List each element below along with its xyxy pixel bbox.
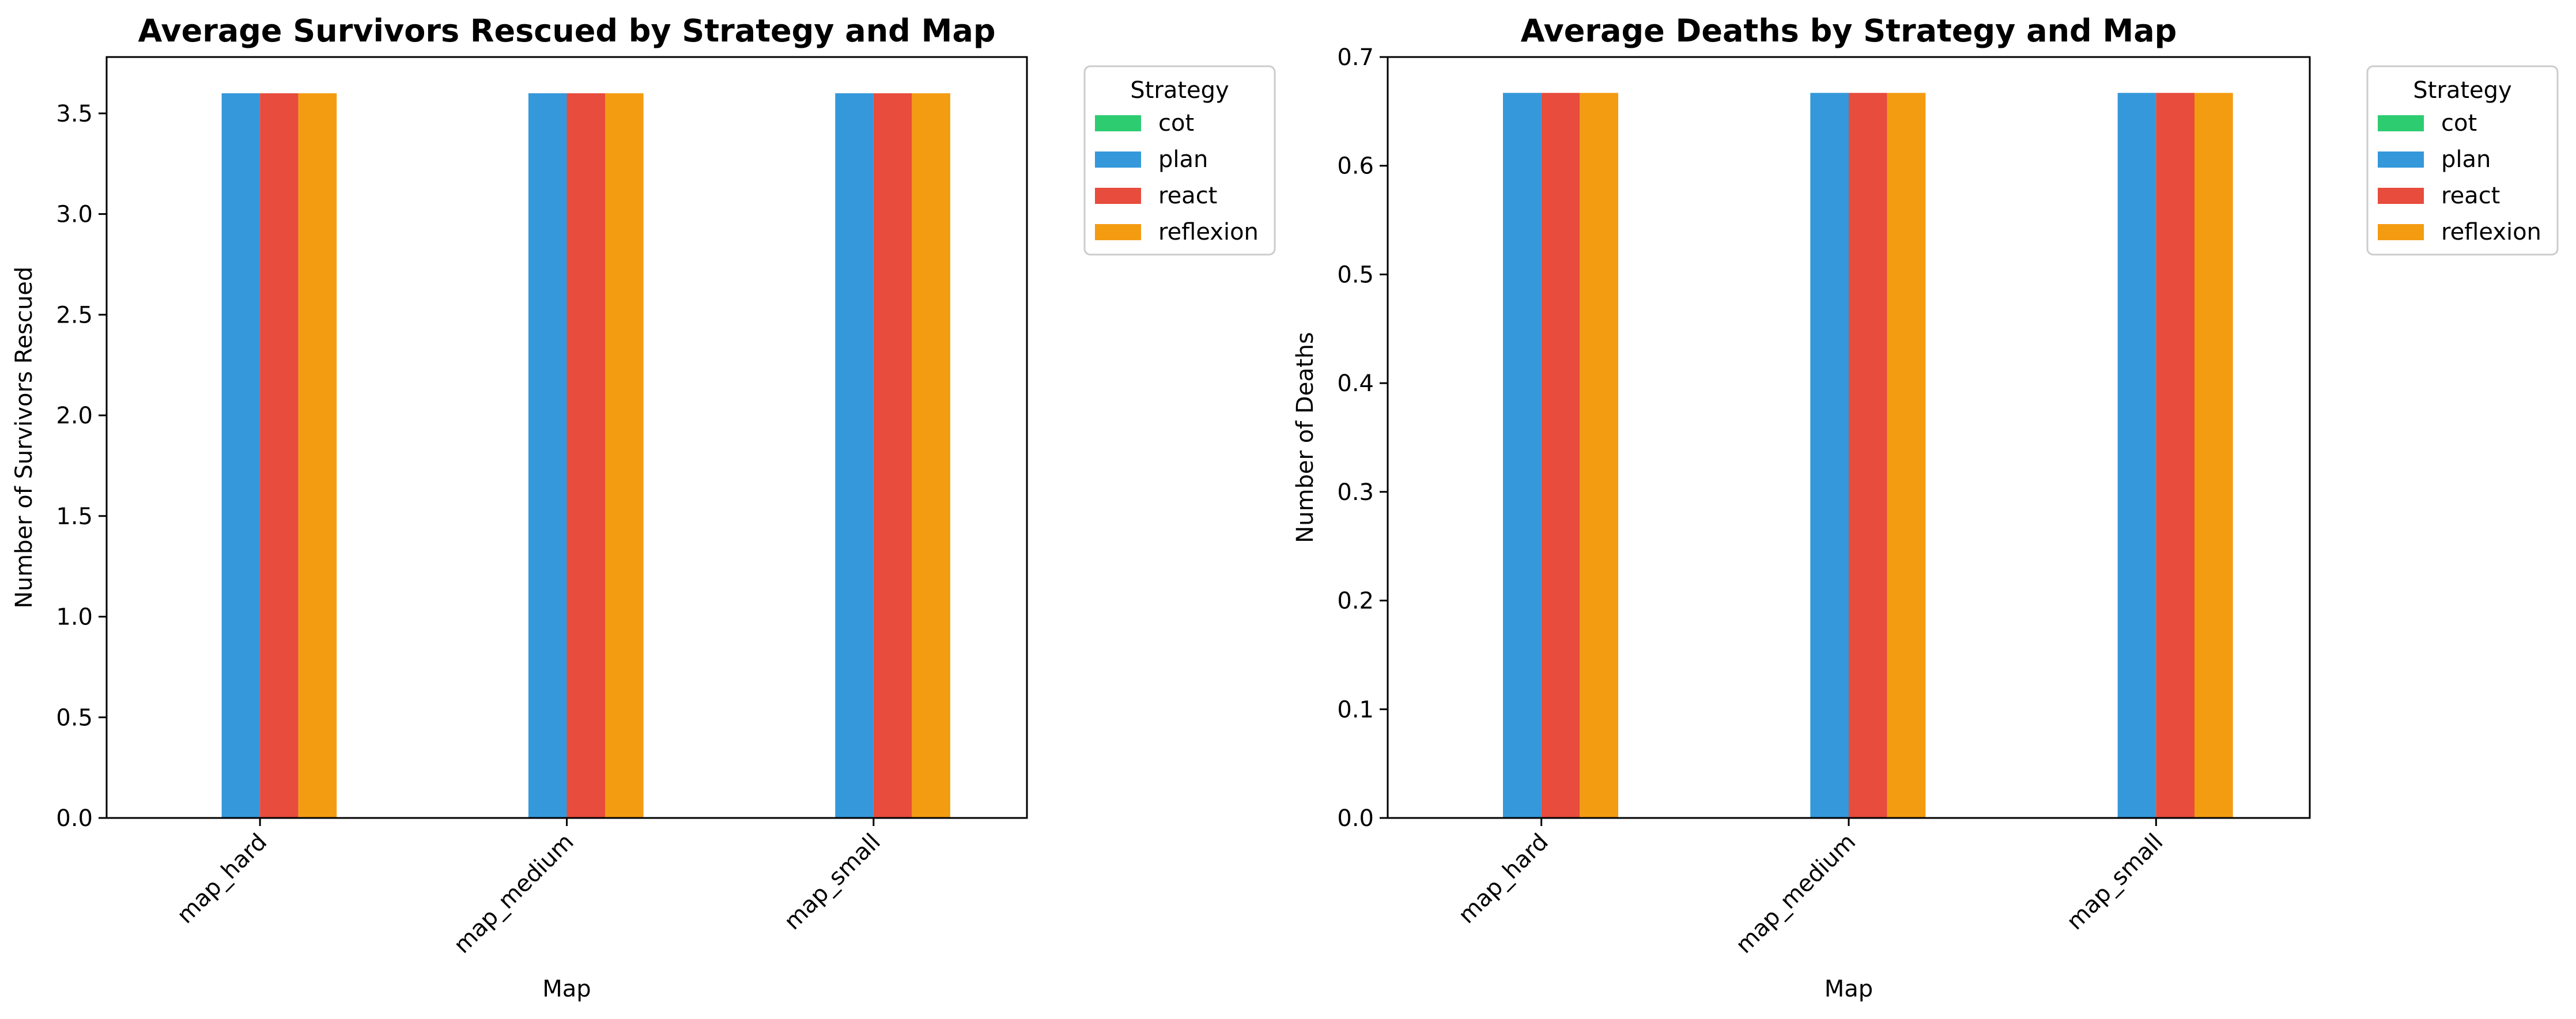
- legend-label-cot: cot: [2441, 110, 2477, 137]
- chart-1: Average Survivors Rescued by Strategy an…: [11, 13, 1276, 1002]
- bar-plan-map_hard: [221, 93, 260, 818]
- chart-title: Average Deaths by Strategy and Map: [1521, 13, 2177, 49]
- legend-box: [2366, 65, 2559, 256]
- chart-title: Average Survivors Rescued by Strategy an…: [138, 13, 996, 49]
- bar-plan-map_small: [2117, 93, 2156, 818]
- bar-react-map_hard: [1541, 93, 1580, 818]
- legend-swatch-plan: [2378, 151, 2424, 168]
- bar-plan-map_medium: [528, 93, 567, 818]
- legend-label-plan: plan: [2441, 146, 2491, 173]
- x-tick-label: map_small: [779, 829, 886, 935]
- legend-swatch-cot: [2378, 115, 2424, 131]
- legend-swatch-plan: [1095, 151, 1141, 168]
- bar-react-map_medium: [1849, 93, 1887, 818]
- legend-title: Strategy: [2413, 77, 2511, 104]
- x-axis-label: Map: [1825, 976, 1873, 1002]
- legend: Strategy cot plan react reflexion: [1083, 65, 1276, 256]
- x-tick-label: map_hard: [172, 829, 272, 929]
- bar-reflexion-map_small: [2194, 93, 2233, 818]
- y-tick-label: 3.0: [56, 202, 93, 228]
- y-tick-label: 1.0: [56, 604, 93, 631]
- y-tick-label: 0.1: [1337, 696, 1374, 723]
- y-tick-label: 2.5: [56, 302, 93, 328]
- y-tick-label: 1.5: [56, 503, 93, 530]
- y-tick-label: 0.0: [1337, 805, 1374, 832]
- bar-plan-map_hard: [1503, 93, 1542, 818]
- legend-swatch-react: [1095, 188, 1141, 204]
- legend-swatch-cot: [1095, 115, 1141, 131]
- legend-label-react: react: [2441, 183, 2500, 209]
- y-tick-label: 0.2: [1337, 588, 1374, 615]
- legend-title: Strategy: [1130, 77, 1229, 104]
- y-tick-label: 0.7: [1337, 44, 1374, 71]
- bar-react-map_small: [2156, 93, 2194, 818]
- y-axis-label: Number of Survivors Rescued: [11, 267, 37, 609]
- legend-swatch-react: [2378, 188, 2424, 204]
- bar-reflexion-map_medium: [1887, 93, 1926, 818]
- legend-label-plan: plan: [1158, 146, 1208, 173]
- bar-react-map_hard: [260, 93, 299, 818]
- x-tick-label: map_medium: [1731, 829, 1861, 959]
- y-tick-label: 0.0: [56, 805, 93, 832]
- legend-label-reflexion: reflexion: [2441, 219, 2541, 245]
- bar-plan-map_medium: [1810, 93, 1849, 818]
- y-tick-label: 0.5: [1337, 262, 1374, 288]
- legend-swatch-reflexion: [2378, 224, 2424, 240]
- chart-2: Average Deaths by Strategy and Map 0.0 0.1…: [1292, 13, 2559, 1002]
- x-tick-label: map_medium: [449, 829, 579, 959]
- x-axis-label: Map: [542, 976, 591, 1002]
- y-tick-label: 2.0: [56, 403, 93, 429]
- legend-label-react: react: [1158, 183, 1217, 209]
- legend-swatch-reflexion: [1095, 224, 1141, 240]
- y-tick-label: 0.3: [1337, 479, 1374, 506]
- bar-reflexion-map_medium: [605, 93, 644, 818]
- bar-react-map_small: [873, 93, 912, 818]
- y-tick-label: 0.6: [1337, 153, 1374, 180]
- bar-react-map_medium: [566, 93, 606, 818]
- bar-reflexion-map_small: [912, 93, 950, 818]
- x-tick-label: map_hard: [1453, 829, 1554, 929]
- legend-box: [1083, 65, 1276, 256]
- y-tick-label: 3.5: [56, 101, 93, 127]
- y-axis-label: Number of Deaths: [1292, 332, 1319, 543]
- y-tick-label: 0.4: [1337, 370, 1374, 397]
- legend: Strategy cot plan react reflexion: [2366, 65, 2559, 256]
- bar-reflexion-map_hard: [1580, 93, 1618, 818]
- legend-label-reflexion: reflexion: [1158, 219, 1259, 245]
- bar-reflexion-map_hard: [298, 93, 337, 818]
- legend-label-cot: cot: [1158, 110, 1194, 137]
- y-tick-label: 0.5: [56, 704, 93, 731]
- bar-plan-map_small: [835, 93, 874, 818]
- x-tick-label: map_small: [2062, 829, 2169, 935]
